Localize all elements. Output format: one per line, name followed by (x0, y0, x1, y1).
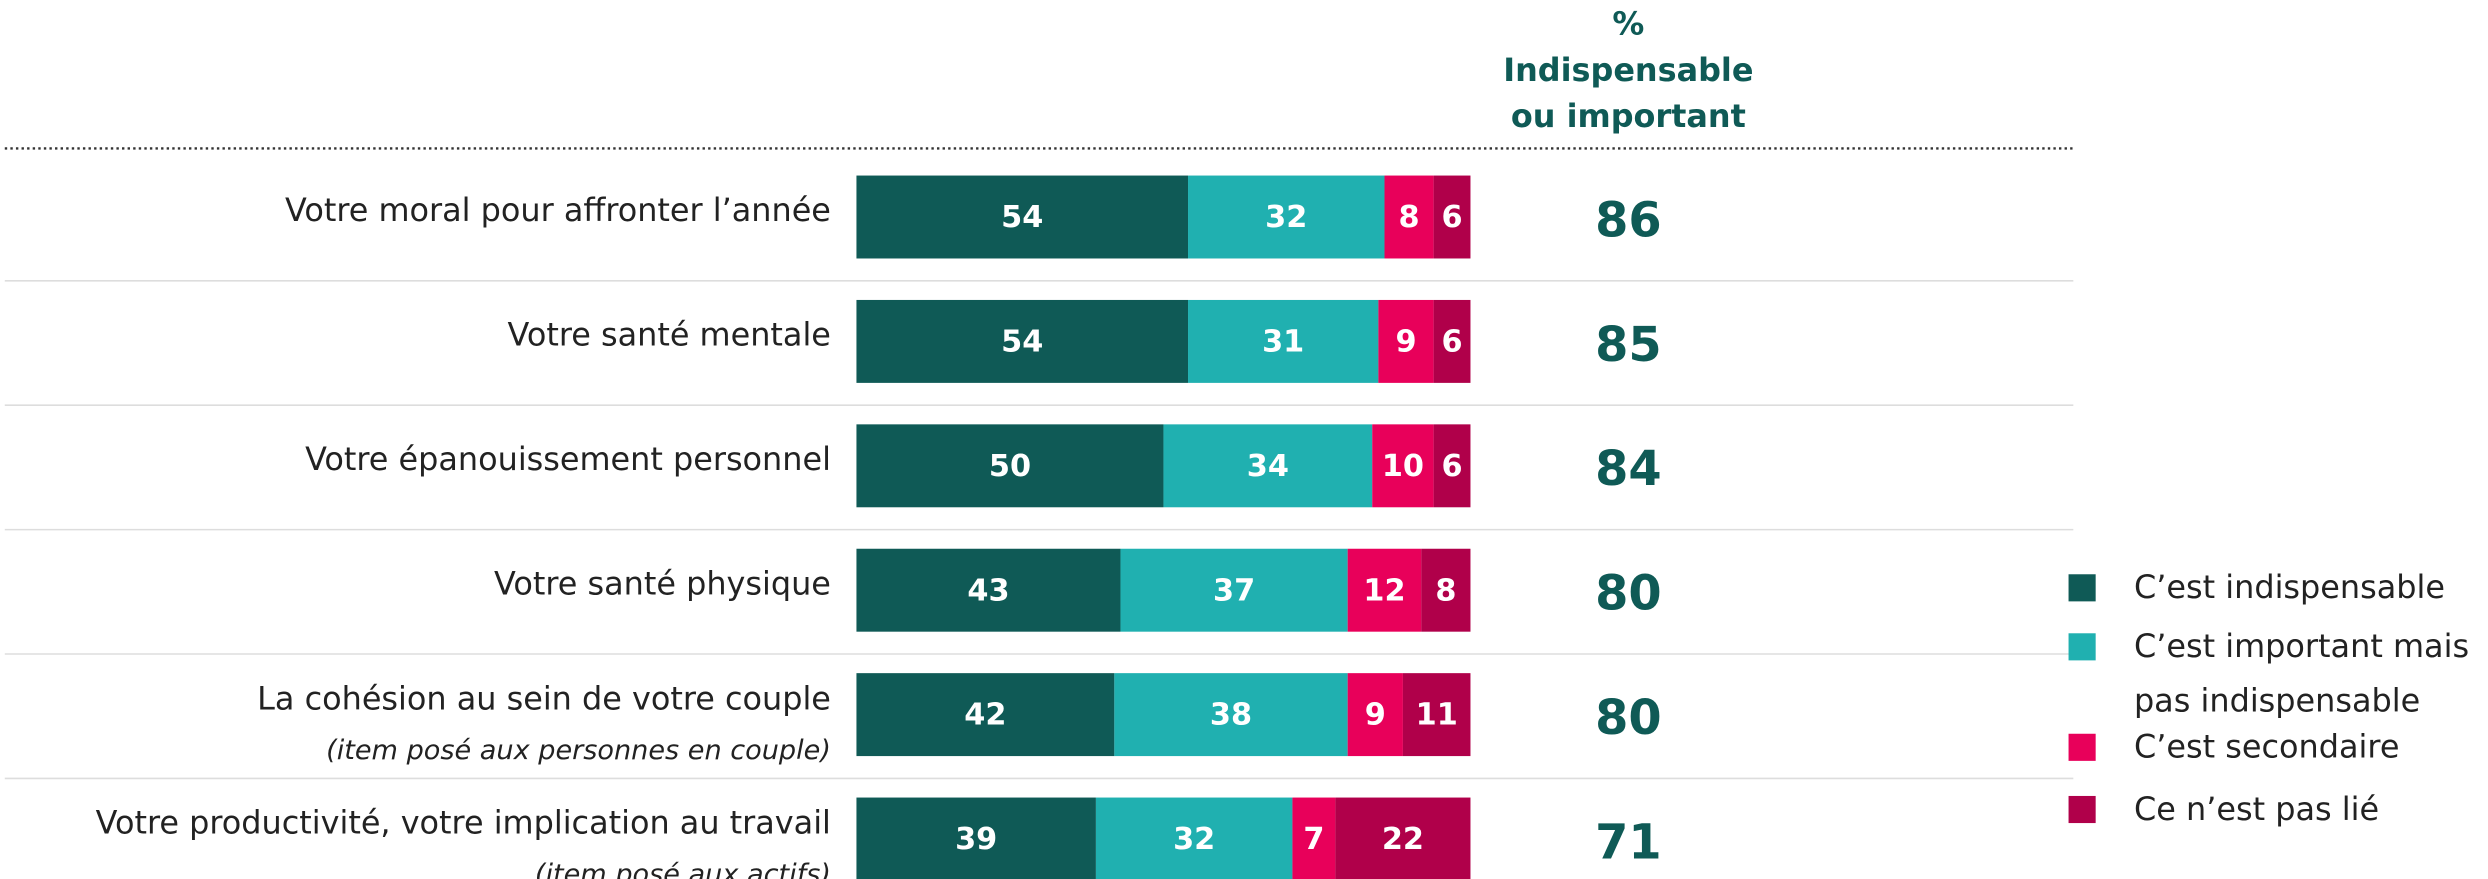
bar-segment (1114, 673, 1348, 757)
bar-segment (1347, 548, 1422, 632)
totals-header: ou important (1511, 97, 1746, 135)
value-label: 42 (964, 698, 1006, 733)
value-label: 31 (1262, 325, 1304, 360)
category-note: (item posé aux actifs) (535, 859, 831, 879)
legend-label: Ce n’est pas lié (2133, 789, 2380, 828)
legend-swatch (2068, 574, 2096, 602)
value-label: 32 (1265, 200, 1307, 235)
bar-segment (1421, 548, 1471, 632)
bar-segment (1433, 299, 1471, 383)
bar-segment (1188, 175, 1385, 259)
bar-segment (1402, 673, 1471, 757)
bar-segment (1372, 424, 1434, 508)
totals-header: % (1612, 5, 1644, 43)
value-label: 6 (1442, 200, 1463, 235)
legend-item: Ce n’est pas lié (2133, 789, 2380, 828)
total-value: 84 (1595, 442, 1662, 497)
bar-segment (1095, 797, 1293, 879)
legend-item: C’est important mais pas indispensable (2133, 626, 2470, 720)
category-label: Votre productivité, votre implication au… (96, 804, 831, 842)
value-label: 54 (1001, 325, 1043, 360)
bar-segment (1378, 299, 1434, 383)
bar-segment (1163, 424, 1373, 508)
value-label: 8 (1399, 200, 1420, 235)
value-label: 7 (1303, 822, 1324, 857)
legend-label: C’est important mais pas indispensable (2133, 626, 2470, 720)
bar-segment (1188, 299, 1379, 383)
legend-label: C’est indispensable (2133, 567, 2446, 607)
bar-segment (1347, 673, 1403, 757)
value-label: 9 (1365, 698, 1386, 733)
value-label: 34 (1247, 449, 1289, 484)
value-label: 11 (1416, 698, 1458, 733)
legend-swatch (2068, 795, 2096, 824)
value-label: 6 (1442, 325, 1463, 360)
value-label: 9 (1395, 325, 1416, 360)
legend-swatch (2068, 733, 2096, 761)
total-value: 85 (1595, 318, 1662, 373)
bar-segment (856, 548, 1121, 632)
total-value: 80 (1595, 691, 1662, 746)
value-label: 39 (955, 822, 997, 857)
category-label: Votre épanouissement personnel (305, 440, 831, 478)
category-note: (item posé aux personnes en couple) (326, 735, 831, 766)
total-value: 86 (1595, 193, 1662, 248)
value-label: 8 (1435, 573, 1456, 608)
value-label: 22 (1382, 822, 1424, 857)
bar-segment (1433, 424, 1471, 508)
category-label: La cohésion au sein de votre couple (257, 679, 831, 717)
totals-header: Indispensable (1503, 51, 1753, 89)
value-label: 43 (967, 573, 1009, 608)
bar-segment (856, 797, 1096, 879)
value-label: 10 (1382, 449, 1424, 484)
bar-segment (1120, 548, 1348, 632)
bar-segment (856, 673, 1115, 757)
value-label: 37 (1213, 573, 1255, 608)
value-label: 54 (1001, 200, 1043, 235)
legend-item: C’est secondaire (2133, 727, 2400, 766)
bar-segment (856, 299, 1189, 383)
legend-swatch (2068, 633, 2096, 661)
category-label: Votre moral pour affronter l’année (285, 191, 831, 229)
value-label: 32 (1173, 822, 1215, 857)
value-label: 6 (1442, 449, 1463, 484)
total-value: 80 (1595, 567, 1662, 622)
category-label: Votre santé mentale (508, 316, 831, 354)
bar-segment (1384, 175, 1434, 259)
category-label: Votre santé physique (494, 564, 831, 602)
bar-segment (1335, 797, 1471, 879)
bar-segment (1433, 175, 1471, 259)
value-label: 12 (1363, 573, 1405, 608)
bar-segment (856, 175, 1189, 259)
value-label: 50 (989, 449, 1031, 484)
legend-item: C’est indispensable (2133, 567, 2446, 607)
bar-segment (856, 424, 1164, 508)
bar-segment (1292, 797, 1336, 879)
value-label: 38 (1210, 698, 1252, 733)
legend-label: C’est secondaire (2133, 727, 2400, 766)
total-value: 71 (1595, 815, 1662, 870)
